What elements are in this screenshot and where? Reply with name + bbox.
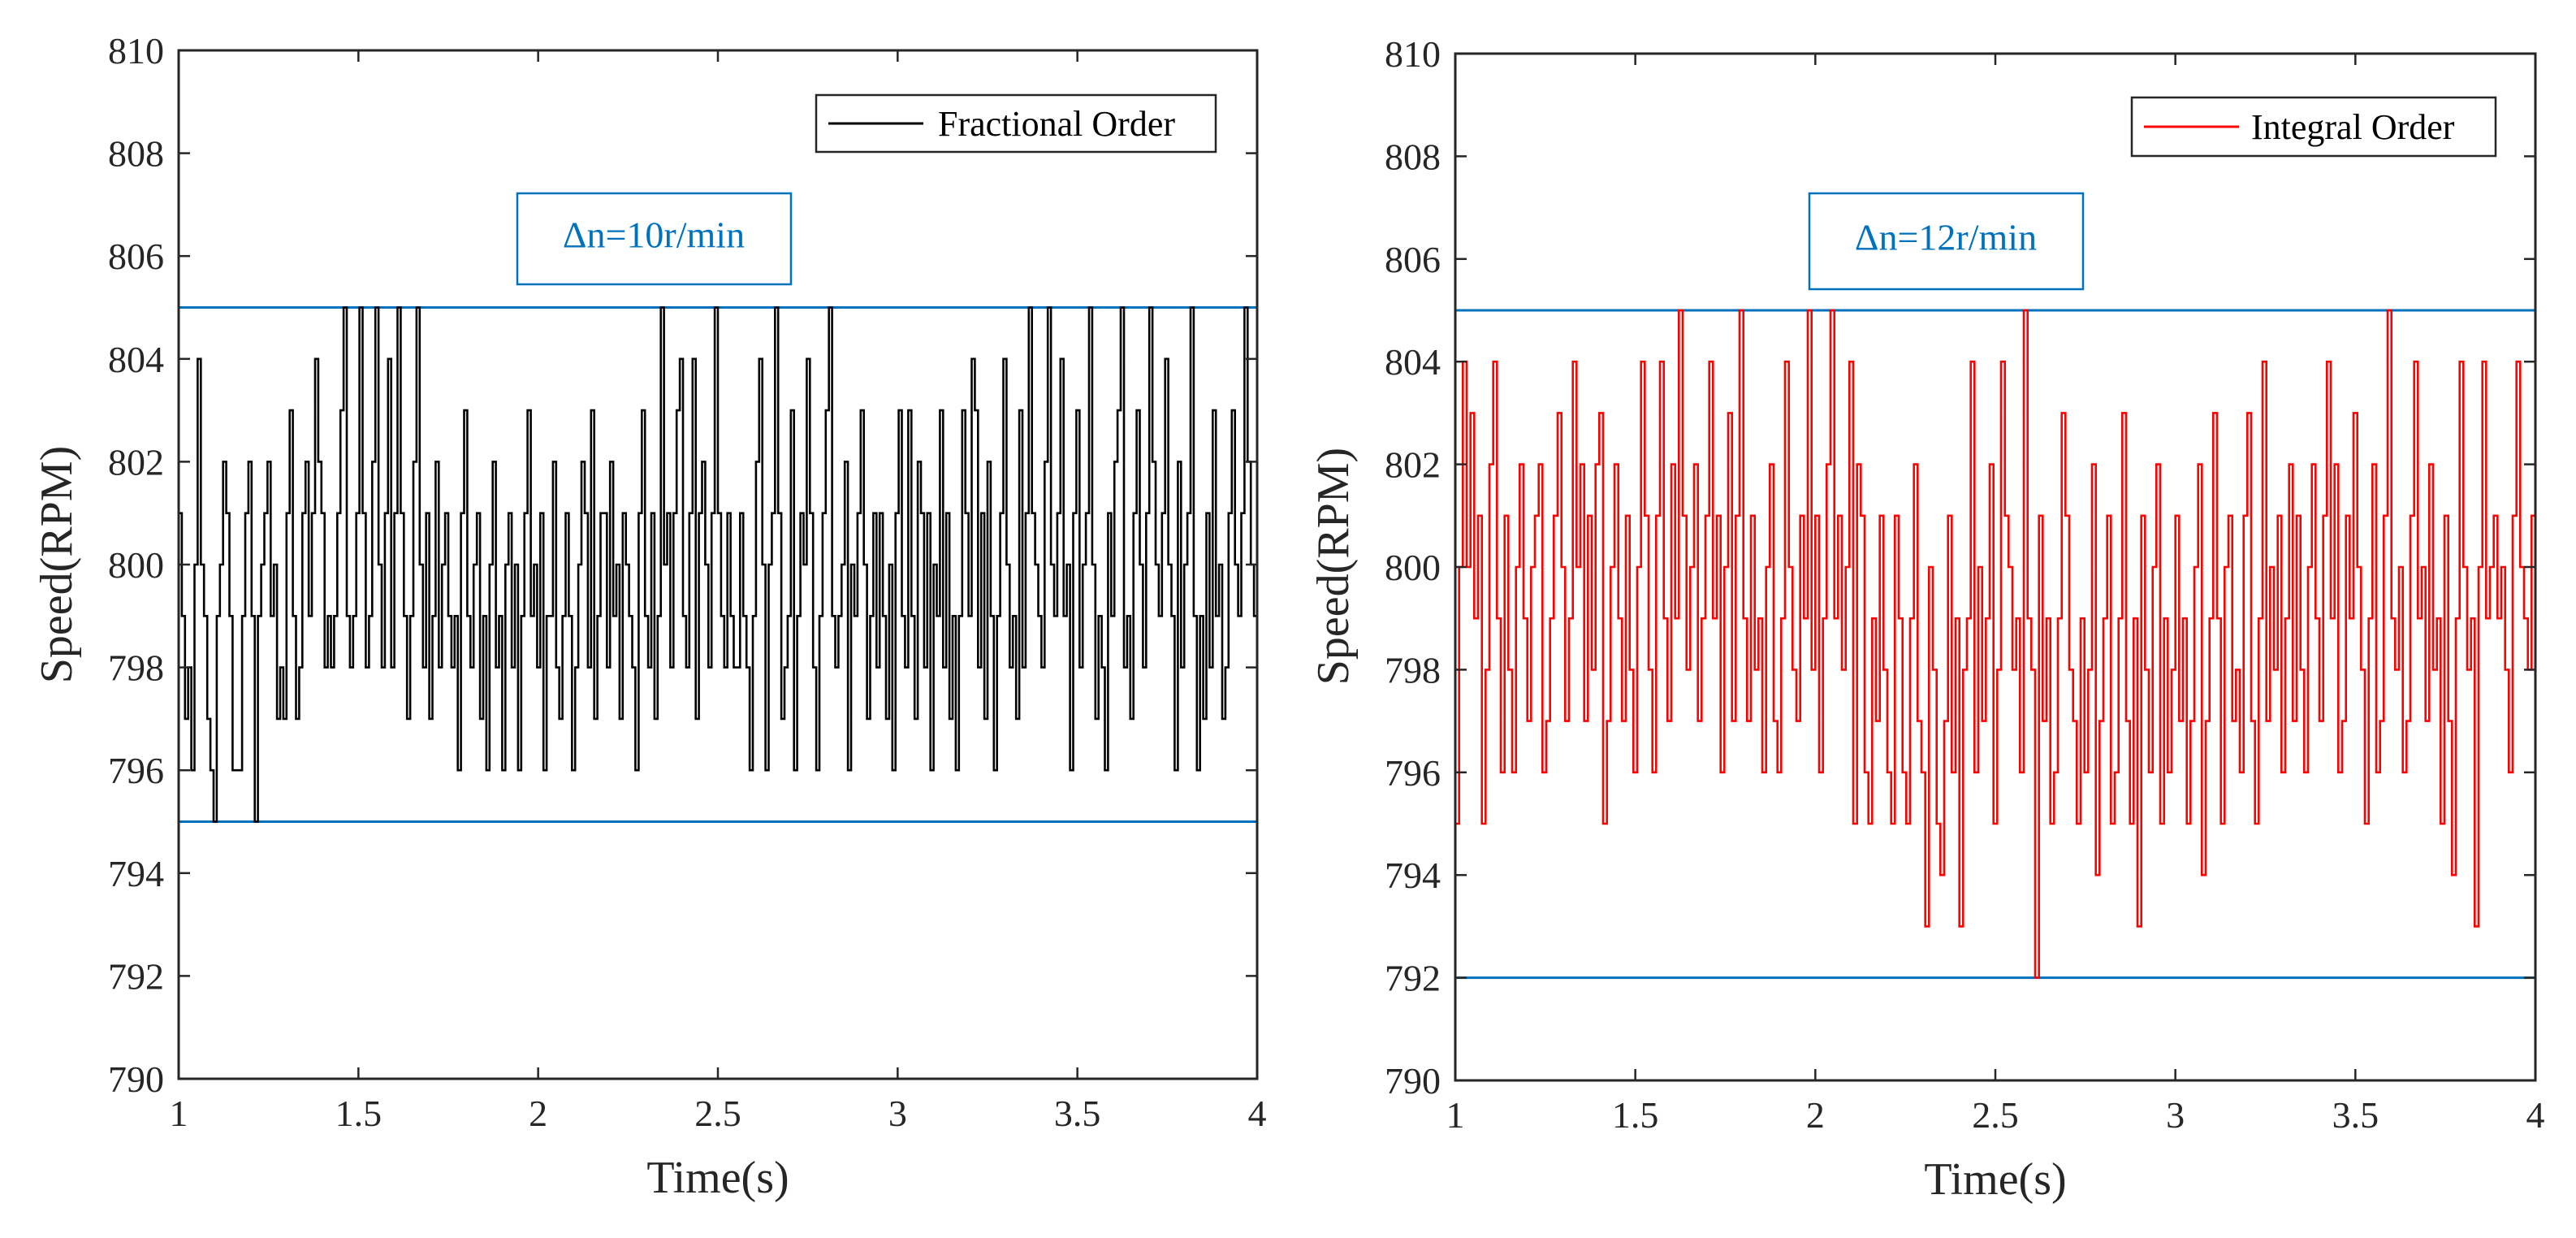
- y-axis-label: Speed(RPM): [1308, 448, 1359, 685]
- x-tick-label: 1.5: [1612, 1094, 1659, 1136]
- x-tick-label: 3: [2166, 1094, 2185, 1136]
- y-tick-label: 810: [108, 30, 164, 71]
- x-tick-label: 2.5: [1972, 1094, 2019, 1136]
- y-tick-label: 792: [1385, 958, 1441, 999]
- x-tick-label: 3.5: [1054, 1093, 1101, 1134]
- x-axis-label: Time(s): [1924, 1154, 2066, 1205]
- y-tick-label: 810: [1385, 33, 1441, 75]
- x-tick-label: 1: [1446, 1094, 1465, 1136]
- x-tick-label: 2: [1806, 1094, 1825, 1136]
- y-tick-label: 798: [1385, 649, 1441, 690]
- y-tick-label: 798: [108, 647, 164, 689]
- annotation-delta-n: Δn=10r/min: [516, 192, 793, 286]
- y-tick-label: 790: [1385, 1060, 1441, 1102]
- y-tick-label: 806: [1385, 239, 1441, 280]
- y-tick-label: 794: [1385, 855, 1441, 896]
- series-line-fractional-order: [179, 306, 1257, 823]
- y-tick-label: 808: [1385, 136, 1441, 177]
- annotation-text: Δn=12r/min: [1855, 217, 2037, 258]
- annotation-delta-n: Δn=12r/min: [1808, 192, 2085, 291]
- y-tick-label: 802: [108, 441, 164, 483]
- y-tick-label: 800: [108, 544, 164, 586]
- x-tick-label: 3.5: [2332, 1094, 2379, 1136]
- x-tick-label: 4: [1248, 1093, 1267, 1134]
- y-tick-label: 808: [108, 133, 164, 175]
- y-tick-label: 804: [1385, 341, 1441, 383]
- legend: Integral Order: [2130, 96, 2497, 158]
- x-tick-label: 2.5: [694, 1093, 741, 1134]
- x-tick-label: 1: [170, 1093, 188, 1134]
- x-tick-label: 1.5: [335, 1093, 383, 1134]
- annotation-box: [516, 192, 793, 286]
- y-tick-label: 800: [1385, 547, 1441, 588]
- x-tick-label: 2: [529, 1093, 547, 1134]
- y-tick-label: 792: [108, 955, 164, 997]
- legend-label-integral-order: Integral Order: [2251, 107, 2455, 147]
- y-tick-label: 802: [1385, 444, 1441, 486]
- legend: Fractional Order: [815, 93, 1217, 154]
- x-axis-label: Time(s): [646, 1153, 789, 1203]
- y-tick-label: 790: [108, 1058, 164, 1100]
- y-tick-label: 804: [108, 339, 164, 380]
- y-tick-label: 796: [108, 750, 164, 791]
- annotation-text: Δn=10r/min: [563, 214, 745, 256]
- y-tick-label: 796: [1385, 752, 1441, 794]
- y-tick-label: 794: [108, 853, 164, 894]
- x-tick-label: 3: [888, 1093, 907, 1134]
- y-tick-label: 806: [108, 236, 164, 277]
- legend-label-fractional-order: Fractional Order: [938, 104, 1175, 144]
- chart-integral-order: 790 792 794 796 798 800 802 804 806 808 810 1 1.5 2 2…: [1308, 33, 2545, 1205]
- chart-fractional-order: 790 792 794 796 798 800 802 804 806 808 810 1 1.5 2 2…: [32, 30, 1267, 1203]
- series-line-integral-order: [1455, 309, 2535, 979]
- x-tick-label: 4: [2526, 1094, 2545, 1136]
- y-axis-label: Speed(RPM): [32, 446, 82, 683]
- annotation-box: [1808, 192, 2085, 291]
